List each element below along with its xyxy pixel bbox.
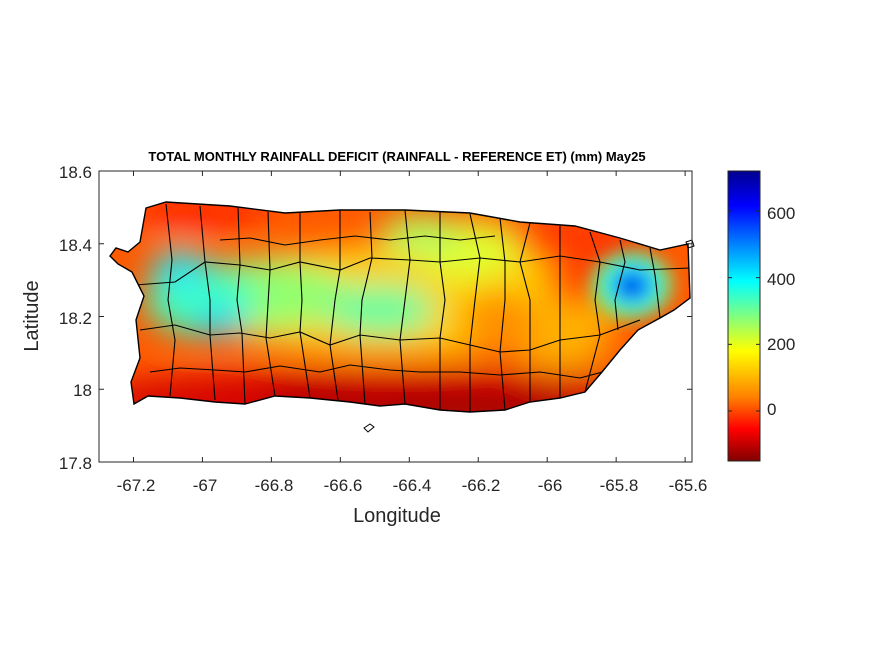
y-axis-label: Latitude xyxy=(21,280,43,351)
x-tick-label: -66.6 xyxy=(324,476,363,495)
colorbar-tick-label: 600 xyxy=(767,204,795,223)
x-tick-label: -66.2 xyxy=(462,476,501,495)
caja-de-muerto-island xyxy=(363,423,375,433)
colorbar-tick-label: 0 xyxy=(767,400,776,419)
y-tick-label: 18.2 xyxy=(59,309,92,328)
colorbar-frame xyxy=(727,170,761,462)
x-tick-label: -67.2 xyxy=(117,476,156,495)
y-tick-label: 17.8 xyxy=(59,454,92,473)
map-title: TOTAL MONTHLY RAINFALL DEFICIT (RAINFALL… xyxy=(148,149,645,164)
municipality-boundaries xyxy=(134,203,690,412)
x-tick-labels: -67.2 -67 -66.8 -66.6 -66.4 -66.2 -66 -6… xyxy=(117,476,708,495)
x-tick-label: -65.8 xyxy=(600,476,639,495)
colorbar-tick-label: 200 xyxy=(767,335,795,354)
x-tick-label: -66.8 xyxy=(255,476,294,495)
colorbar-tick-label: 400 xyxy=(767,270,795,289)
y-tick-label: 18 xyxy=(73,381,92,400)
x-tick-label: -67 xyxy=(193,476,218,495)
y-tick-labels: 18.6 18.4 18.2 18 17.8 xyxy=(59,163,92,473)
x-axis-label: Longitude xyxy=(353,505,441,527)
x-tick-label: -65.6 xyxy=(669,476,708,495)
colorbar: 600 400 200 0 xyxy=(727,170,795,462)
culebrita-islets xyxy=(685,239,695,249)
axis-ticks xyxy=(99,170,692,463)
y-tick-label: 18.6 xyxy=(59,163,92,182)
colorbar-gradient xyxy=(728,171,760,461)
x-tick-label: -66 xyxy=(538,476,563,495)
y-tick-label: 18.4 xyxy=(59,236,92,255)
x-tick-label: -66.4 xyxy=(393,476,432,495)
